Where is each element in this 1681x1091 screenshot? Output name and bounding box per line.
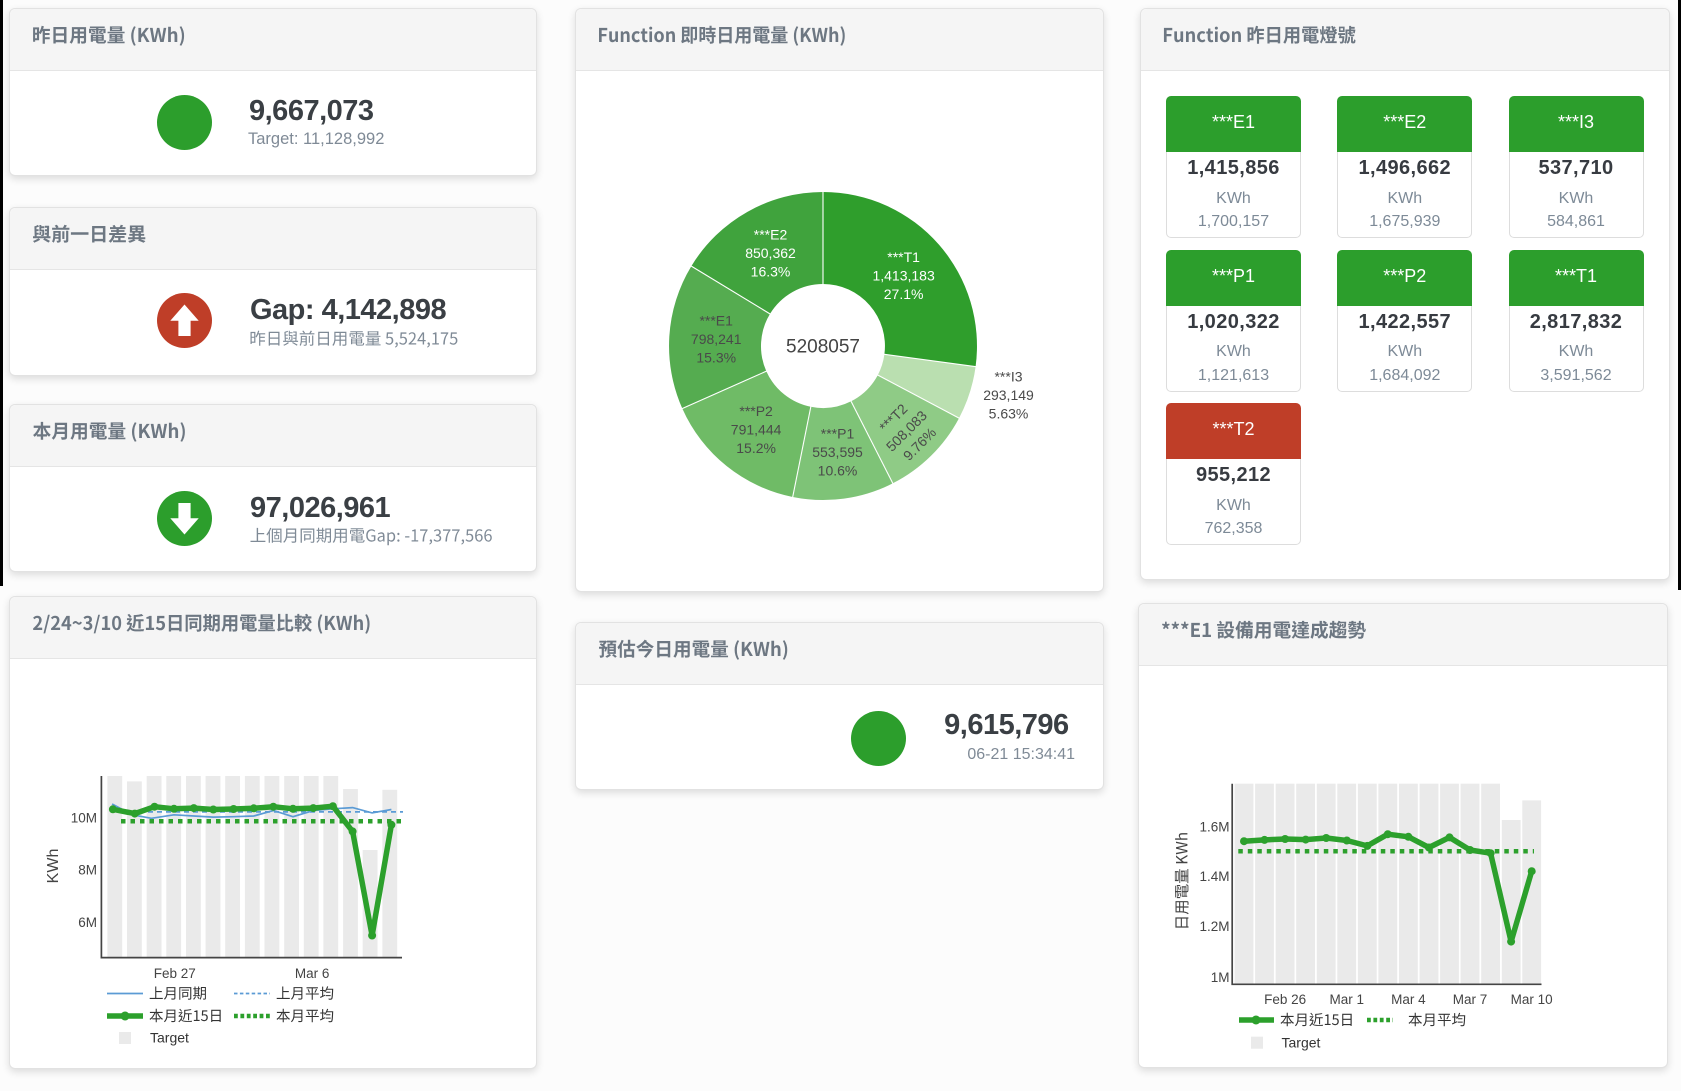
svg-text:10M: 10M [71,811,97,826]
svg-text:798,241: 798,241 [690,331,741,347]
svg-text:Mar 4: Mar 4 [1391,992,1426,1007]
svg-text:***T1: ***T1 [887,249,920,265]
svg-text:791,444: 791,444 [730,422,781,438]
svg-text:Target: Target [1281,1035,1320,1051]
svg-text:Mar 10: Mar 10 [1510,992,1552,1007]
svg-text:***E2: ***E2 [753,226,787,242]
svg-text:293,149: 293,149 [983,387,1034,403]
svg-text:***I3: ***I3 [994,369,1022,385]
svg-text:Feb 27: Feb 27 [154,966,196,981]
svg-text:KWh: KWh [45,849,62,884]
svg-text:Mar 7: Mar 7 [1452,992,1487,1007]
svg-text:Target: Target [150,1030,189,1046]
svg-text:27.1%: 27.1% [883,286,923,302]
svg-text:553,595: 553,595 [812,444,863,460]
svg-text:***E1: ***E1 [699,313,733,329]
svg-text:15.2%: 15.2% [736,440,776,456]
svg-text:1.2M: 1.2M [1199,919,1229,934]
svg-text:10.6%: 10.6% [817,463,857,479]
svg-text:6M: 6M [78,915,97,930]
svg-text:16.3%: 16.3% [750,263,790,279]
svg-text:5208057: 5208057 [786,337,860,358]
svg-text:Feb 26: Feb 26 [1264,992,1306,1007]
svg-text:***P2: ***P2 [739,403,773,419]
svg-text:850,362: 850,362 [745,245,796,261]
svg-text:1.6M: 1.6M [1199,819,1229,834]
svg-text:5.63%: 5.63% [988,406,1028,422]
svg-text:15.3%: 15.3% [696,350,736,366]
svg-text:1,413,183: 1,413,183 [872,268,934,284]
svg-text:1M: 1M [1210,970,1229,985]
svg-text:1.4M: 1.4M [1199,869,1229,884]
svg-text:***P1: ***P1 [820,426,854,442]
svg-text:Mar 1: Mar 1 [1329,992,1364,1007]
svg-text:8M: 8M [78,863,97,878]
svg-text:Mar 6: Mar 6 [295,966,330,981]
